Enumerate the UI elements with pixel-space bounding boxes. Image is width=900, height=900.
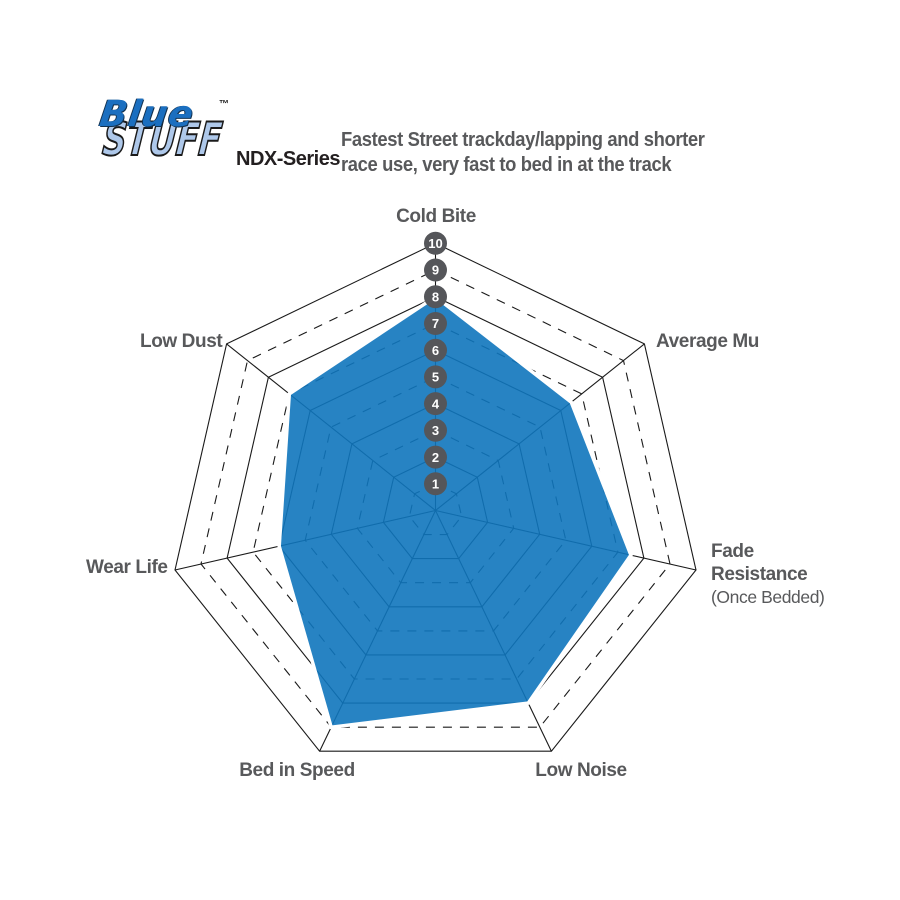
scale-badge-circle xyxy=(424,338,447,362)
tagline-line-1: Fastest Street trackday/lapping and shor… xyxy=(341,129,705,151)
trademark-symbol: ™ xyxy=(219,99,229,110)
scale-badge-circle xyxy=(424,365,447,389)
scale-badge-number: 3 xyxy=(432,423,439,438)
scale-badge-7: 7 xyxy=(424,312,447,335)
scale-badge-10: 10 xyxy=(424,231,447,255)
grid-ring-10 xyxy=(174,242,697,752)
scale-badge-number: 4 xyxy=(432,396,440,411)
scale-badge-6: 6 xyxy=(424,338,447,362)
scale-badge-circle xyxy=(424,258,447,282)
axis-label-low-dust: Low Dust xyxy=(140,331,223,352)
scale-badge-circle xyxy=(424,392,447,416)
scale-badge-9: 9 xyxy=(424,258,447,282)
scale-badge-8: 8 xyxy=(424,285,447,309)
scale-badge-number: 6 xyxy=(432,343,439,358)
scale-badge-5: 5 xyxy=(424,365,447,389)
data-polygon xyxy=(277,294,633,730)
axis-label-low-noise: Low Noise xyxy=(535,760,627,781)
logo-word-blue: Blue xyxy=(97,94,197,135)
product-tagline: Fastest Street trackday/lapping and shor… xyxy=(341,128,705,178)
grid-ring-9 xyxy=(200,269,671,728)
axis-label-once-bedded-text: (Once Bedded) xyxy=(711,587,825,607)
axis-label-bed-in-speed: Bed in Speed xyxy=(239,760,355,781)
axis-label-fade-resistance: Fade Resistance (Once Bedded) xyxy=(711,540,839,609)
scale-badge-number: 7 xyxy=(432,316,439,331)
tagline-line-2: race use, very fast to bed in at the tra… xyxy=(341,154,672,176)
scale-badge-circle xyxy=(424,285,447,309)
axis-label-cold-bite: Cold Bite xyxy=(396,206,476,227)
scale-badge-circle xyxy=(424,472,447,496)
axis-label-fade-resistance-text: Fade Resistance xyxy=(711,541,808,585)
scale-badge-circle xyxy=(424,418,447,442)
axis-label-average-mu: Average Mu xyxy=(656,331,759,352)
scale-badge-number: 2 xyxy=(432,450,439,465)
scale-badge-circle xyxy=(424,231,447,255)
scale-badge-number: 8 xyxy=(432,289,439,304)
scale-badge-number: 10 xyxy=(428,236,442,251)
scale-badge-4: 4 xyxy=(424,392,447,416)
scale-badge-2: 2 xyxy=(424,445,447,469)
scale-badge-1: 1 xyxy=(424,472,447,496)
scale-badge-circle xyxy=(424,445,447,469)
scale-badge-number: 5 xyxy=(432,370,439,385)
scale-badge-circle xyxy=(424,312,447,335)
scale-badge-number: 9 xyxy=(432,263,439,278)
scale-badge-number: 1 xyxy=(432,477,439,492)
product-series-name: NDX-Series xyxy=(236,148,340,170)
scale-badge-3: 3 xyxy=(424,418,447,442)
axis-label-wear-life: Wear Life xyxy=(86,557,168,578)
